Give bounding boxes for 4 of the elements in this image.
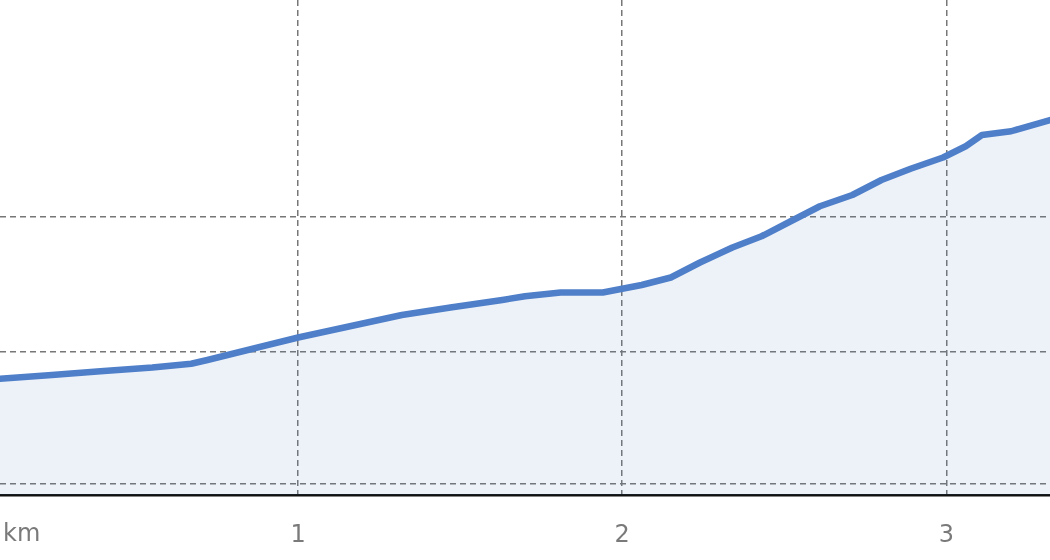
x-tick-label: 1	[290, 519, 306, 548]
x-axis-title: km	[3, 519, 41, 548]
x-tick-label: 3	[938, 519, 954, 548]
x-tick-label: 2	[614, 519, 630, 548]
